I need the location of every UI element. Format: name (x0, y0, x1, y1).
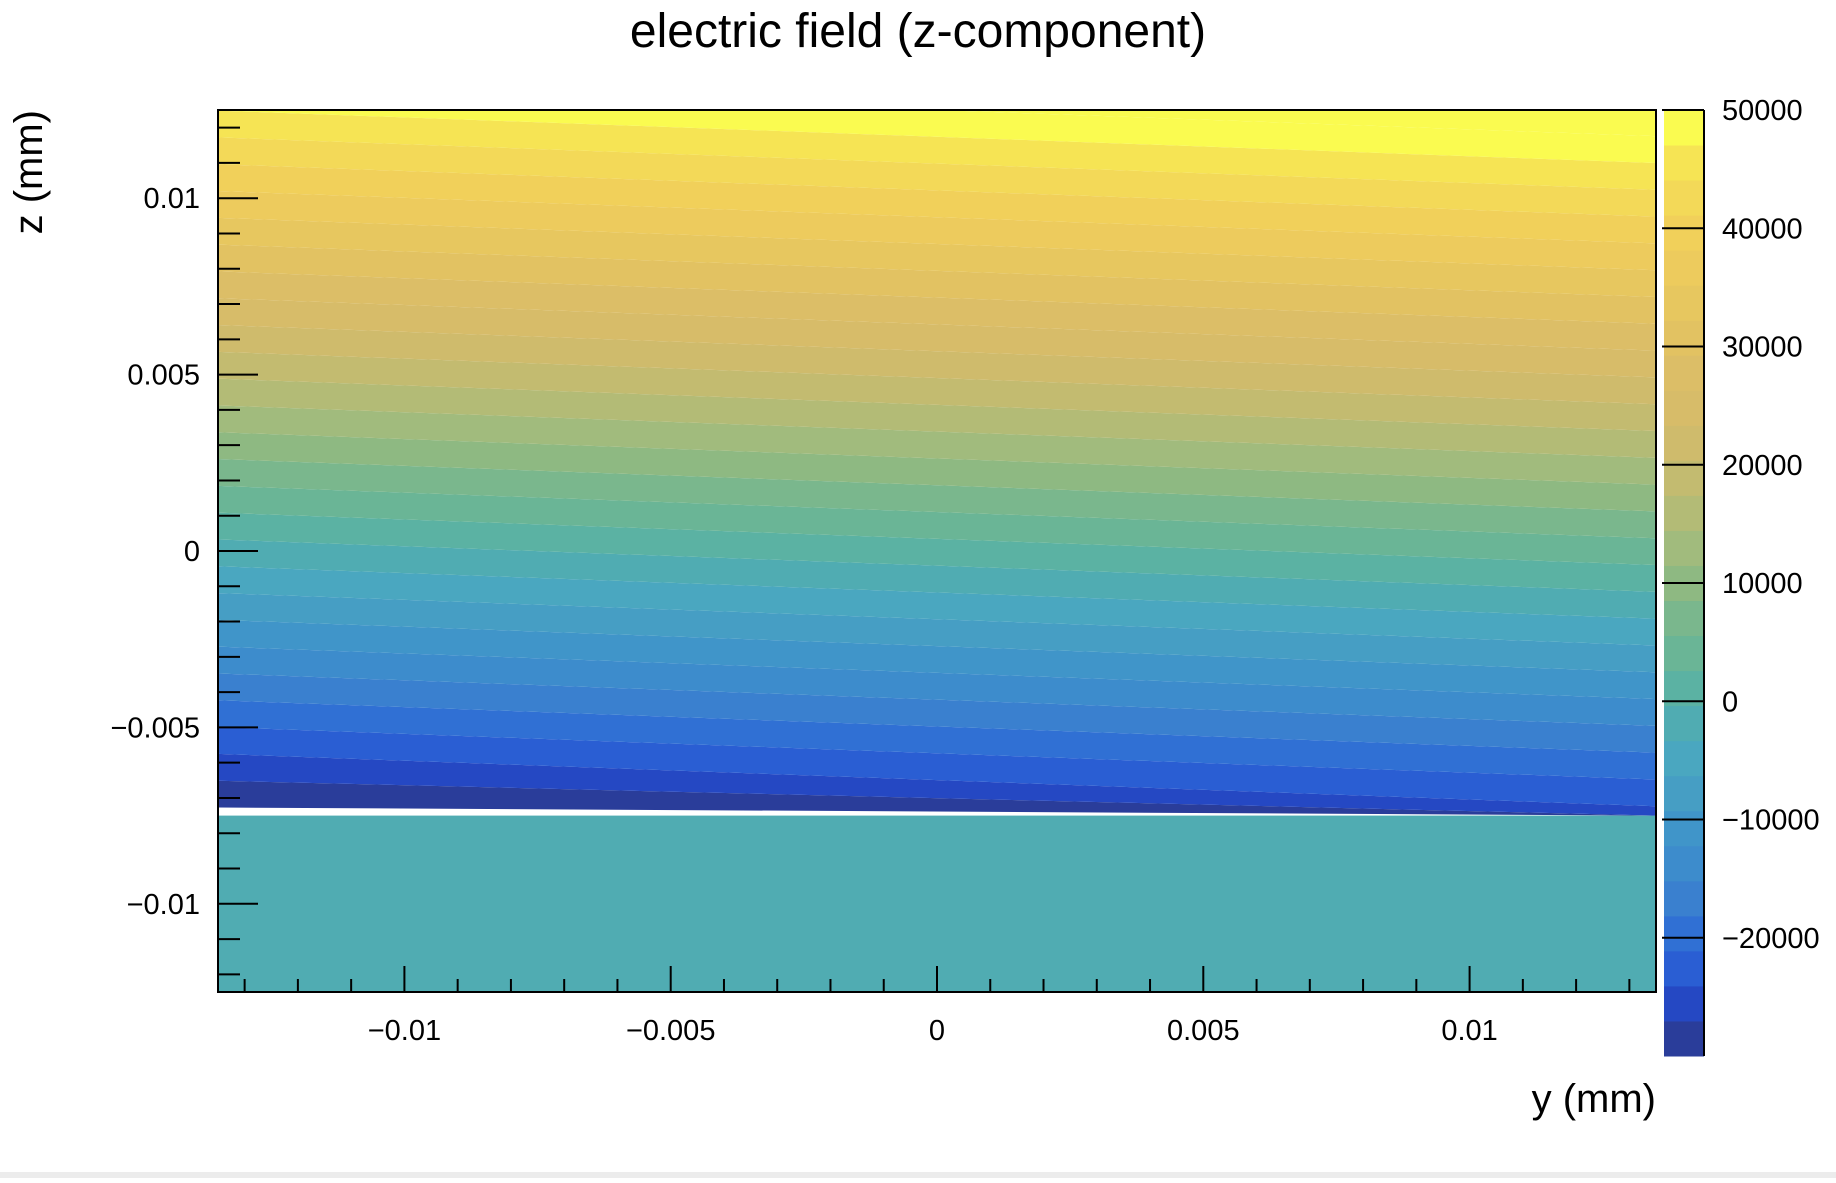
colorbar-swatch (1664, 845, 1704, 882)
colorbar-tick-label: 20000 (1722, 450, 1803, 482)
x-tick-label: −0.005 (626, 1015, 716, 1047)
colorbar-swatch (1664, 950, 1704, 987)
heatmap-band (218, 593, 1656, 673)
colorbar-swatch (1664, 215, 1704, 251)
colorbar-tick-label: −20000 (1722, 923, 1820, 955)
x-axis: −0.01 −0.005 0 0.005 0.01 (243, 966, 1631, 1047)
x-tick-label: 0.005 (1167, 1015, 1240, 1047)
colorbar: −20000 −10000 0 10000 20000 30000 40000 50000 (1662, 95, 1820, 1057)
colorbar-swatch (1664, 285, 1704, 321)
heatmap-band (218, 619, 1656, 700)
y-tick-label: 0.005 (127, 360, 200, 392)
x-tick-label: −0.01 (368, 1015, 441, 1047)
heatmap-band (218, 298, 1656, 378)
heatmap-band (218, 244, 1656, 324)
colorbar-tick-label: 30000 (1722, 332, 1803, 364)
heatmap-band-top (936, 110, 1656, 137)
heatmap-band (218, 378, 1656, 458)
heatmap-band (218, 432, 1656, 512)
heatmap-band (218, 271, 1656, 351)
colorbar-swatch (1664, 600, 1704, 637)
colorbar-swatch (1664, 320, 1704, 356)
colorbar-swatch (1664, 985, 1704, 1022)
bottom-strip (0, 1172, 1836, 1178)
heatmap-band (218, 405, 1656, 485)
colorbar-swatch (1664, 810, 1704, 847)
colorbar-swatch (1664, 915, 1704, 952)
heatmap-band (218, 351, 1656, 432)
chart-title: electric field (z-component) (630, 5, 1206, 58)
y-tick-label: 0.01 (144, 183, 200, 215)
y-axis-label: z (mm) (7, 110, 51, 234)
heatmap-band (218, 325, 1656, 405)
colorbar-swatch (1664, 180, 1704, 216)
heatmap-band (218, 164, 1656, 244)
heatmap (218, 110, 1656, 992)
colorbar-tick-label: 50000 (1722, 95, 1803, 127)
heatmap-band (218, 700, 1656, 780)
colorbar-swatch (1664, 530, 1704, 566)
colorbar-swatch (1664, 705, 1704, 742)
heatmap-band (218, 753, 1656, 816)
y-axis: −0.01 −0.005 0 0.005 0.01 (110, 126, 258, 976)
colorbar-swatch (1664, 880, 1704, 917)
x-tick-label: 0.01 (1441, 1015, 1497, 1047)
heatmap-band (218, 646, 1656, 726)
y-tick-label: 0 (184, 536, 200, 568)
heatmap-band (218, 459, 1656, 539)
heatmap-band (218, 137, 1656, 217)
heatmap-band (218, 566, 1656, 646)
y-tick-label: −0.005 (110, 712, 200, 744)
heatmap-band (218, 539, 1656, 619)
x-tick-label: 0 (929, 1015, 945, 1047)
colorbar-swatch (1664, 250, 1704, 286)
heatmap-band (218, 485, 1656, 566)
heatmap-band (218, 512, 1656, 592)
colorbar-swatch (1664, 495, 1704, 531)
colorbar-swatch (1664, 390, 1704, 426)
colorbar-swatch (1664, 425, 1704, 461)
colorbar-swatch (1664, 635, 1704, 672)
colorbar-swatch (1664, 110, 1704, 146)
colorbar-swatch (1664, 460, 1704, 496)
heatmap-band (218, 217, 1656, 298)
heatmap-band (218, 110, 1656, 163)
colorbar-swatch (1664, 775, 1704, 812)
heatmap-band-lower (218, 815, 1656, 992)
colorbar-tick-label: 40000 (1722, 213, 1803, 245)
heatmap-band (218, 727, 1656, 807)
colorbar-swatch (1664, 355, 1704, 391)
plot-area (218, 110, 1656, 992)
heatmap-band (218, 673, 1656, 753)
x-axis-label: y (mm) (1532, 1077, 1656, 1121)
colorbar-swatch (1664, 740, 1704, 777)
colorbar-tick-label: 10000 (1722, 568, 1803, 600)
colorbar-tick-label: 0 (1722, 686, 1738, 718)
colorbar-swatch (1664, 145, 1704, 181)
colorbar-swatch (1664, 1020, 1704, 1057)
y-tick-label: −0.01 (127, 889, 200, 921)
heatmap-band (218, 110, 1656, 190)
heatmap-band (218, 191, 1656, 271)
colorbar-swatch (1664, 670, 1704, 707)
colorbar-tick-label: −10000 (1722, 805, 1820, 837)
